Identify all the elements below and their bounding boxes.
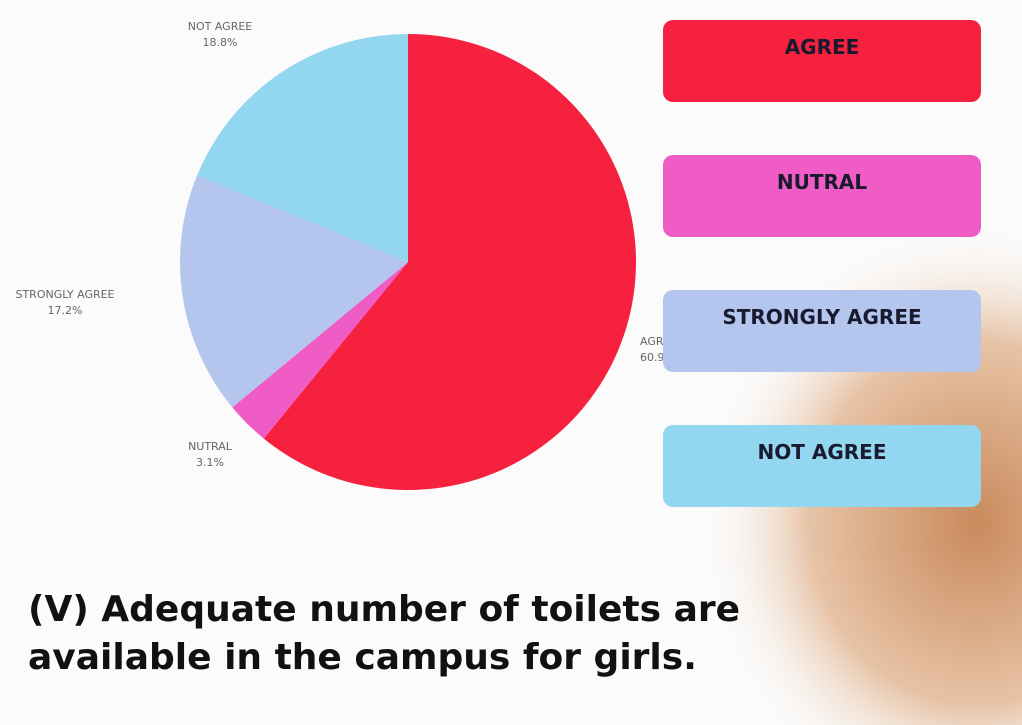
pie-slice [180, 175, 408, 408]
slice-label: NOT AGREE [188, 20, 253, 33]
slice-label: STRONGLY AGREE [15, 288, 114, 301]
slice-label: NUTRAL [188, 440, 233, 453]
pie-slice [232, 262, 408, 439]
pie-slice [263, 34, 636, 490]
slice-value-label: 18.8% [203, 36, 238, 49]
slice-value-label: 3.1% [196, 456, 224, 469]
legend-label: NUTRAL [777, 170, 868, 194]
legend-swatch [663, 155, 981, 237]
chart-title: (V) Adequate number of toilets are avail… [28, 589, 741, 678]
legend-swatch [663, 425, 981, 507]
legend-label: NOT AGREE [758, 440, 887, 464]
legend-label: STRONGLY AGREE [722, 305, 921, 329]
legend-label: AGREE [785, 35, 860, 59]
pie-slice [197, 33, 408, 263]
legend-swatch [663, 20, 981, 102]
slice-value-label: 17.2% [48, 304, 83, 317]
legend-swatch [663, 290, 981, 372]
